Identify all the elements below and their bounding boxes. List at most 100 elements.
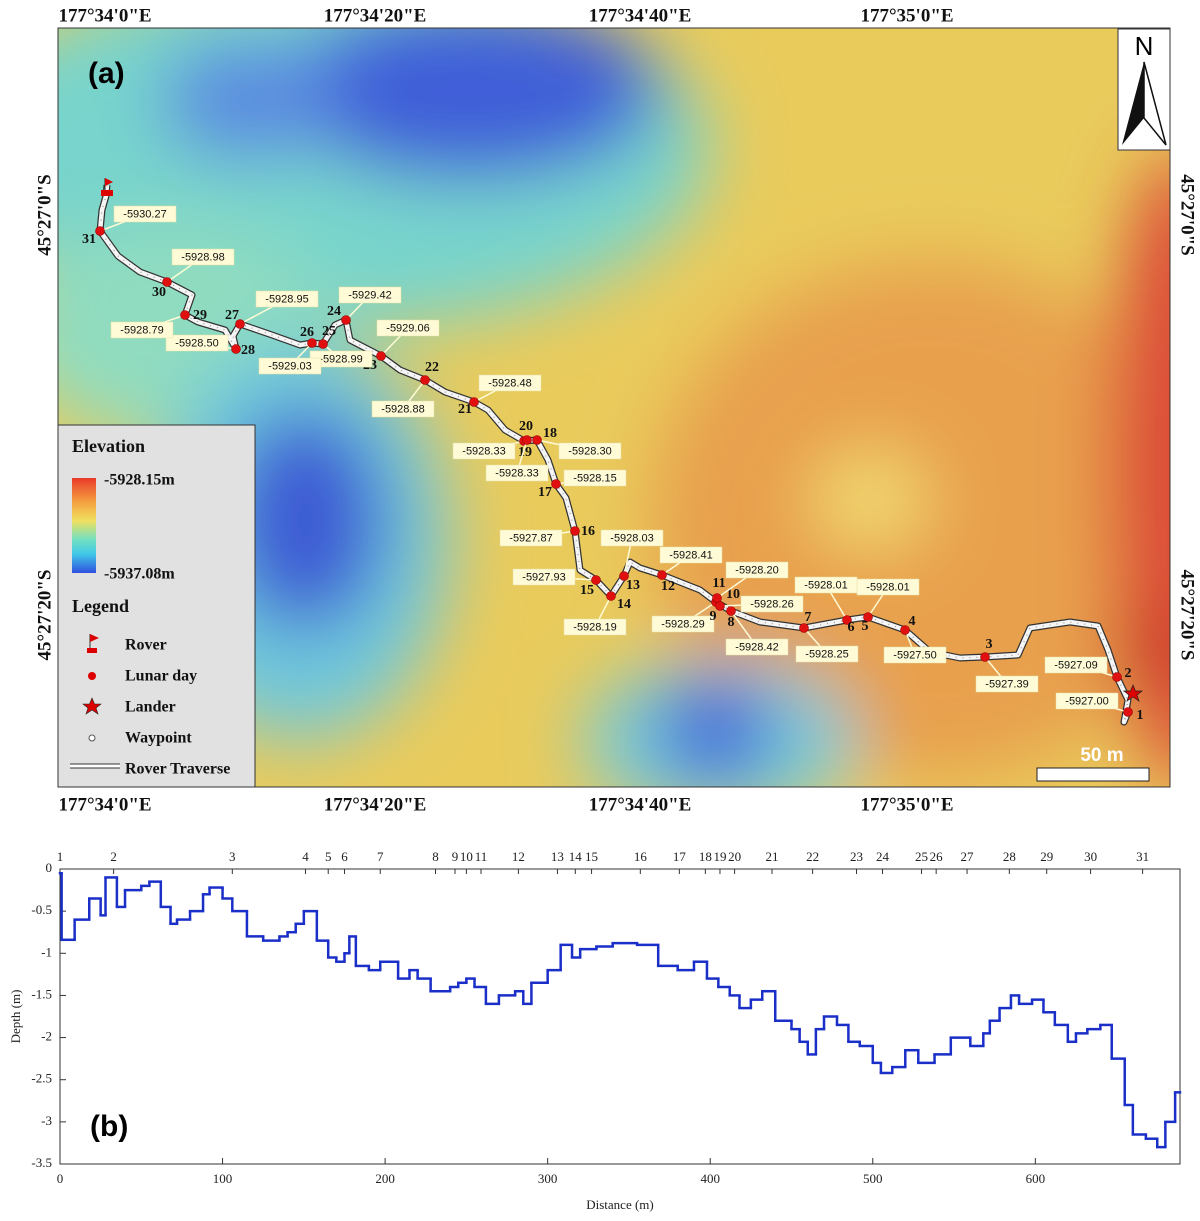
lunar-day-point — [570, 526, 580, 536]
lunar-day-point — [376, 351, 386, 361]
top-tick-label: 29 — [1040, 849, 1053, 864]
y-tick-label: -0.5 — [31, 902, 52, 917]
top-tick-label: 21 — [765, 849, 778, 864]
lunar-day-point — [863, 612, 873, 622]
waypoint-number: 18 — [543, 426, 557, 441]
y-tick-label: -3.5 — [31, 1155, 52, 1170]
elevation-label: -5928.79 — [120, 324, 163, 336]
waypoint-number: 16 — [581, 524, 595, 539]
rover-traverse — [97, 184, 1131, 725]
waypoint-number: 15 — [580, 583, 594, 598]
elevation-box — [651, 615, 715, 633]
elevation-box — [794, 576, 858, 594]
elevation-box — [171, 248, 235, 266]
coord-label: 45°27'0"S — [34, 174, 55, 256]
lunar-day-point — [606, 591, 616, 601]
elevation-box — [452, 442, 516, 460]
elevation-label: -5928.19 — [573, 621, 616, 633]
colorbar-max: -5928.15m — [104, 472, 175, 489]
y-tick-label: -1.5 — [31, 986, 52, 1001]
lunar-day-point — [657, 570, 667, 580]
y-tick-label: -2 — [41, 1029, 52, 1044]
elevation-label: -5928.15 — [573, 472, 616, 484]
elevation-label: -5927.00 — [1065, 695, 1108, 707]
elevation-box — [563, 469, 627, 487]
elevation-label: -5927.09 — [1054, 659, 1097, 671]
legend-title: Legend — [72, 596, 129, 616]
waypoint-number: 12 — [661, 579, 675, 594]
map-layer: -5927.00 1 -5927.09 2 -5927.39 3 -5927.50 4 -592… — [82, 178, 1144, 726]
coord-label: 177°34'40"E — [589, 5, 692, 26]
north-arrow: N — [1117, 28, 1171, 151]
scale-bar: 50 m — [1036, 745, 1150, 782]
elevation-label: -5929.06 — [386, 322, 429, 334]
elevation-label: -5928.41 — [669, 549, 712, 561]
waypoint-number: 4 — [909, 614, 916, 629]
coord-label: 177°34'40"E — [589, 794, 692, 815]
top-tick-label: 30 — [1084, 849, 1097, 864]
lunar-day-point — [1123, 707, 1133, 717]
scale-label: 50 m — [1080, 745, 1123, 766]
elevation-label: -5928.42 — [735, 641, 778, 653]
elevation-box — [512, 568, 576, 586]
legend: Elevation -5928.15m -5937.08m Legend Rov… — [57, 424, 256, 788]
lunar-day-point — [307, 338, 317, 348]
elevation-label: -5928.25 — [805, 648, 848, 660]
top-tick-label: 4 — [302, 849, 309, 864]
waypoint-number: 25 — [322, 324, 336, 339]
elevation-box — [376, 319, 440, 337]
top-tick-label: 22 — [806, 849, 819, 864]
lunar-day-point — [231, 344, 241, 354]
top-tick-label: 6 — [341, 849, 348, 864]
top-tick-label: 11 — [475, 849, 488, 864]
lunar-day-point — [715, 601, 725, 611]
waypoint-number: 26 — [300, 325, 314, 340]
top-tick-label: 16 — [634, 849, 648, 864]
colorbar-min: -5937.08m — [104, 566, 175, 583]
coord-label: 177°34'0"E — [58, 5, 151, 26]
lunar-day-point — [591, 575, 601, 585]
lunar-day-point — [522, 435, 532, 445]
legend-lunar-icon — [88, 672, 96, 680]
elevation-label: -5928.01 — [866, 581, 909, 593]
top-tick-label: 5 — [325, 849, 332, 864]
lunar-day-point — [726, 606, 736, 616]
elevation-label: -5930.27 — [123, 208, 166, 220]
elevation-label: -5927.50 — [893, 649, 936, 661]
elevation-label: -5928.33 — [462, 445, 505, 457]
x-tick-label: 500 — [863, 1171, 883, 1186]
waypoint-number: 22 — [425, 360, 439, 375]
depth-chart: 0 -0.5 -1 -1.5 -2 -2.5 -3 -3.5 0 100 200 300 400 500 6… — [8, 849, 1182, 1212]
elevation-box — [795, 645, 859, 663]
x-tick-label: 200 — [375, 1171, 395, 1186]
elevation-box — [740, 595, 804, 613]
waypoint-number: 17 — [538, 485, 552, 500]
rover — [101, 190, 113, 196]
elevation-box — [110, 321, 174, 339]
elevation-label: -5928.26 — [750, 598, 793, 610]
lunar-day-point — [469, 397, 479, 407]
coord-label: 45°27'0"S — [1177, 174, 1198, 256]
elevation-box — [558, 442, 622, 460]
top-tick-label: 1 — [57, 849, 64, 864]
elevation-box — [165, 334, 229, 352]
coord-label: 45°27'20"S — [1177, 570, 1198, 661]
waypoint-number: 30 — [152, 285, 166, 300]
coord-label: 177°35'0"E — [860, 794, 953, 815]
elevation-label: -5928.48 — [488, 377, 531, 389]
elevation-box — [255, 290, 319, 308]
lunar-day-point — [532, 435, 542, 445]
elevation-box — [600, 529, 664, 547]
elevation-label: -5928.99 — [319, 353, 362, 365]
top-tick-label: 27 — [961, 849, 975, 864]
lunar-day-point — [712, 593, 722, 603]
waypoint-number: 20 — [519, 419, 533, 434]
x-tick-label: 300 — [538, 1171, 558, 1186]
panel-label: (b) — [90, 1110, 128, 1143]
top-tick-label: 20 — [728, 849, 741, 864]
coord-label: 45°27'20"S — [34, 570, 55, 661]
legend-waypoint-icon — [88, 734, 96, 742]
top-tick-label: 9 — [452, 849, 459, 864]
elevation-label: -5928.88 — [381, 403, 424, 415]
